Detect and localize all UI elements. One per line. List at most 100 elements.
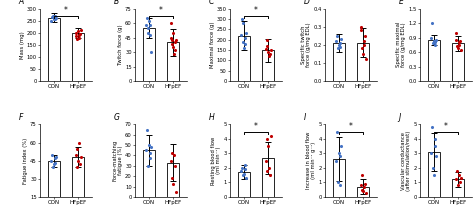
- Point: [171, 48, 178, 52]
- Point: [144, 31, 152, 34]
- Point: [357, 184, 365, 187]
- Point: [263, 38, 270, 41]
- Bar: [72, 157, 84, 214]
- Point: [242, 163, 249, 167]
- Point: [336, 184, 343, 187]
- Point: [238, 17, 246, 21]
- Point: [428, 37, 435, 40]
- Point: [76, 32, 84, 36]
- Y-axis label: Specific maximal
force (g/mg EDL): Specific maximal force (g/mg EDL): [395, 22, 406, 67]
- Point: [172, 190, 180, 193]
- Point: [240, 46, 248, 50]
- Point: [169, 31, 177, 34]
- Point: [169, 183, 177, 186]
- Bar: [357, 187, 369, 197]
- Point: [360, 185, 368, 189]
- Text: *: *: [254, 6, 258, 15]
- Point: [170, 46, 177, 49]
- Y-axis label: Increase in blood flow
(ml min⁻¹ g⁻¹): Increase in blood flow (ml min⁻¹ g⁻¹): [306, 132, 316, 189]
- Point: [145, 143, 153, 147]
- Point: [264, 169, 271, 172]
- Point: [237, 34, 245, 37]
- Point: [333, 130, 341, 133]
- Point: [456, 40, 464, 43]
- Point: [77, 155, 84, 159]
- Y-axis label: Force-matching
fatigue (%): Force-matching fatigue (%): [112, 140, 123, 181]
- Point: [358, 173, 365, 177]
- Point: [332, 159, 340, 162]
- Point: [263, 137, 270, 141]
- Point: [429, 42, 437, 45]
- Y-axis label: Resting blood flow
(ml min⁻¹): Resting blood flow (ml min⁻¹): [210, 137, 221, 185]
- Point: [238, 166, 246, 170]
- Point: [50, 163, 57, 166]
- Point: [359, 52, 366, 56]
- Point: [267, 134, 274, 138]
- Point: [72, 31, 80, 34]
- Point: [171, 41, 179, 44]
- Text: G: G: [114, 113, 119, 122]
- Point: [334, 181, 342, 184]
- Point: [239, 173, 246, 177]
- Point: [264, 144, 272, 148]
- Bar: [237, 36, 250, 81]
- Point: [242, 176, 250, 180]
- Point: [47, 159, 55, 162]
- Point: [242, 36, 249, 39]
- Bar: [143, 28, 155, 81]
- Point: [49, 14, 57, 18]
- Point: [240, 172, 247, 175]
- Y-axis label: Fatigue index (%): Fatigue index (%): [23, 138, 28, 184]
- Text: *: *: [64, 6, 68, 15]
- Point: [51, 156, 58, 160]
- Point: [453, 45, 461, 48]
- Y-axis label: Vascular conductance
(after stimulation/rest): Vascular conductance (after stimulation/…: [401, 131, 411, 191]
- Point: [452, 38, 459, 42]
- Text: *: *: [159, 6, 163, 15]
- Point: [242, 32, 250, 35]
- Point: [75, 36, 83, 39]
- Point: [357, 29, 365, 32]
- Point: [264, 50, 272, 54]
- Point: [337, 144, 345, 148]
- Point: [358, 188, 366, 191]
- Point: [75, 33, 82, 36]
- Point: [143, 128, 151, 131]
- Point: [47, 19, 55, 22]
- Bar: [428, 152, 440, 197]
- Y-axis label: Maximal force (g): Maximal force (g): [210, 22, 215, 68]
- Point: [170, 52, 178, 56]
- Point: [146, 23, 154, 27]
- Point: [167, 36, 174, 39]
- Point: [52, 161, 59, 165]
- Text: D: D: [304, 0, 310, 6]
- Point: [452, 178, 459, 181]
- Point: [360, 39, 368, 43]
- Text: *: *: [254, 122, 258, 131]
- Point: [170, 154, 178, 157]
- Point: [146, 156, 154, 159]
- Point: [49, 165, 57, 168]
- Point: [147, 146, 155, 149]
- Point: [265, 166, 273, 170]
- Point: [143, 23, 150, 27]
- Point: [359, 189, 367, 193]
- Bar: [167, 163, 179, 197]
- Bar: [143, 150, 155, 197]
- Point: [428, 152, 435, 155]
- Text: I: I: [304, 113, 306, 122]
- Point: [431, 41, 439, 44]
- Bar: [357, 43, 369, 81]
- Point: [262, 47, 270, 51]
- Point: [73, 34, 80, 37]
- Point: [146, 152, 154, 155]
- Point: [146, 33, 154, 36]
- Bar: [262, 158, 274, 197]
- Point: [431, 144, 439, 148]
- Point: [429, 166, 437, 170]
- Point: [336, 45, 343, 48]
- Point: [75, 141, 83, 144]
- Text: *: *: [444, 122, 448, 131]
- Y-axis label: Specific twitch
force (g/mg EDL): Specific twitch force (g/mg EDL): [301, 22, 311, 67]
- Point: [335, 152, 343, 155]
